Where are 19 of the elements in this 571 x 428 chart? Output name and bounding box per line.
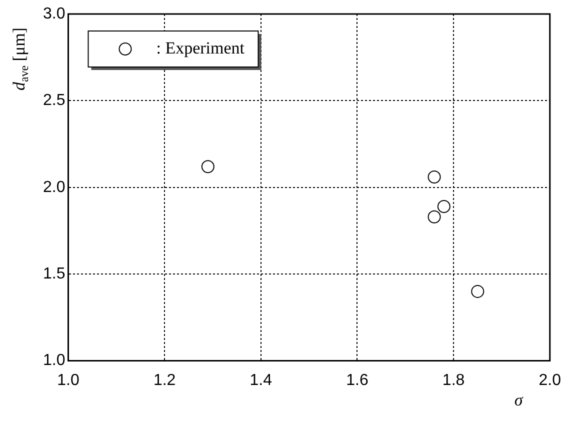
x-tick-label: 1.2 (153, 372, 176, 389)
y-tick-label: 2.0 (42, 178, 66, 196)
y-tick-label: 1.0 (42, 352, 66, 370)
legend-label: : Experiment (156, 38, 245, 58)
x-tick-label: 1.4 (250, 372, 272, 389)
point (428, 210, 441, 224)
point (437, 200, 450, 213)
x-tick-label: 1.0 (57, 372, 80, 389)
x-tick-label: 2.0 (538, 372, 562, 389)
y-tick-label: 2.5 (42, 92, 66, 110)
point (201, 160, 214, 174)
point (428, 170, 441, 184)
x-tick-label: 1.6 (346, 372, 368, 389)
point (471, 284, 484, 298)
y-axis-title: dave [μm] (9, 28, 32, 90)
x-tick-label: 1.8 (442, 372, 465, 389)
x-axis-title: σ (514, 390, 524, 410)
y-tick-label: 3.0 (42, 5, 66, 22)
y-tick-label: 1.5 (42, 266, 66, 283)
